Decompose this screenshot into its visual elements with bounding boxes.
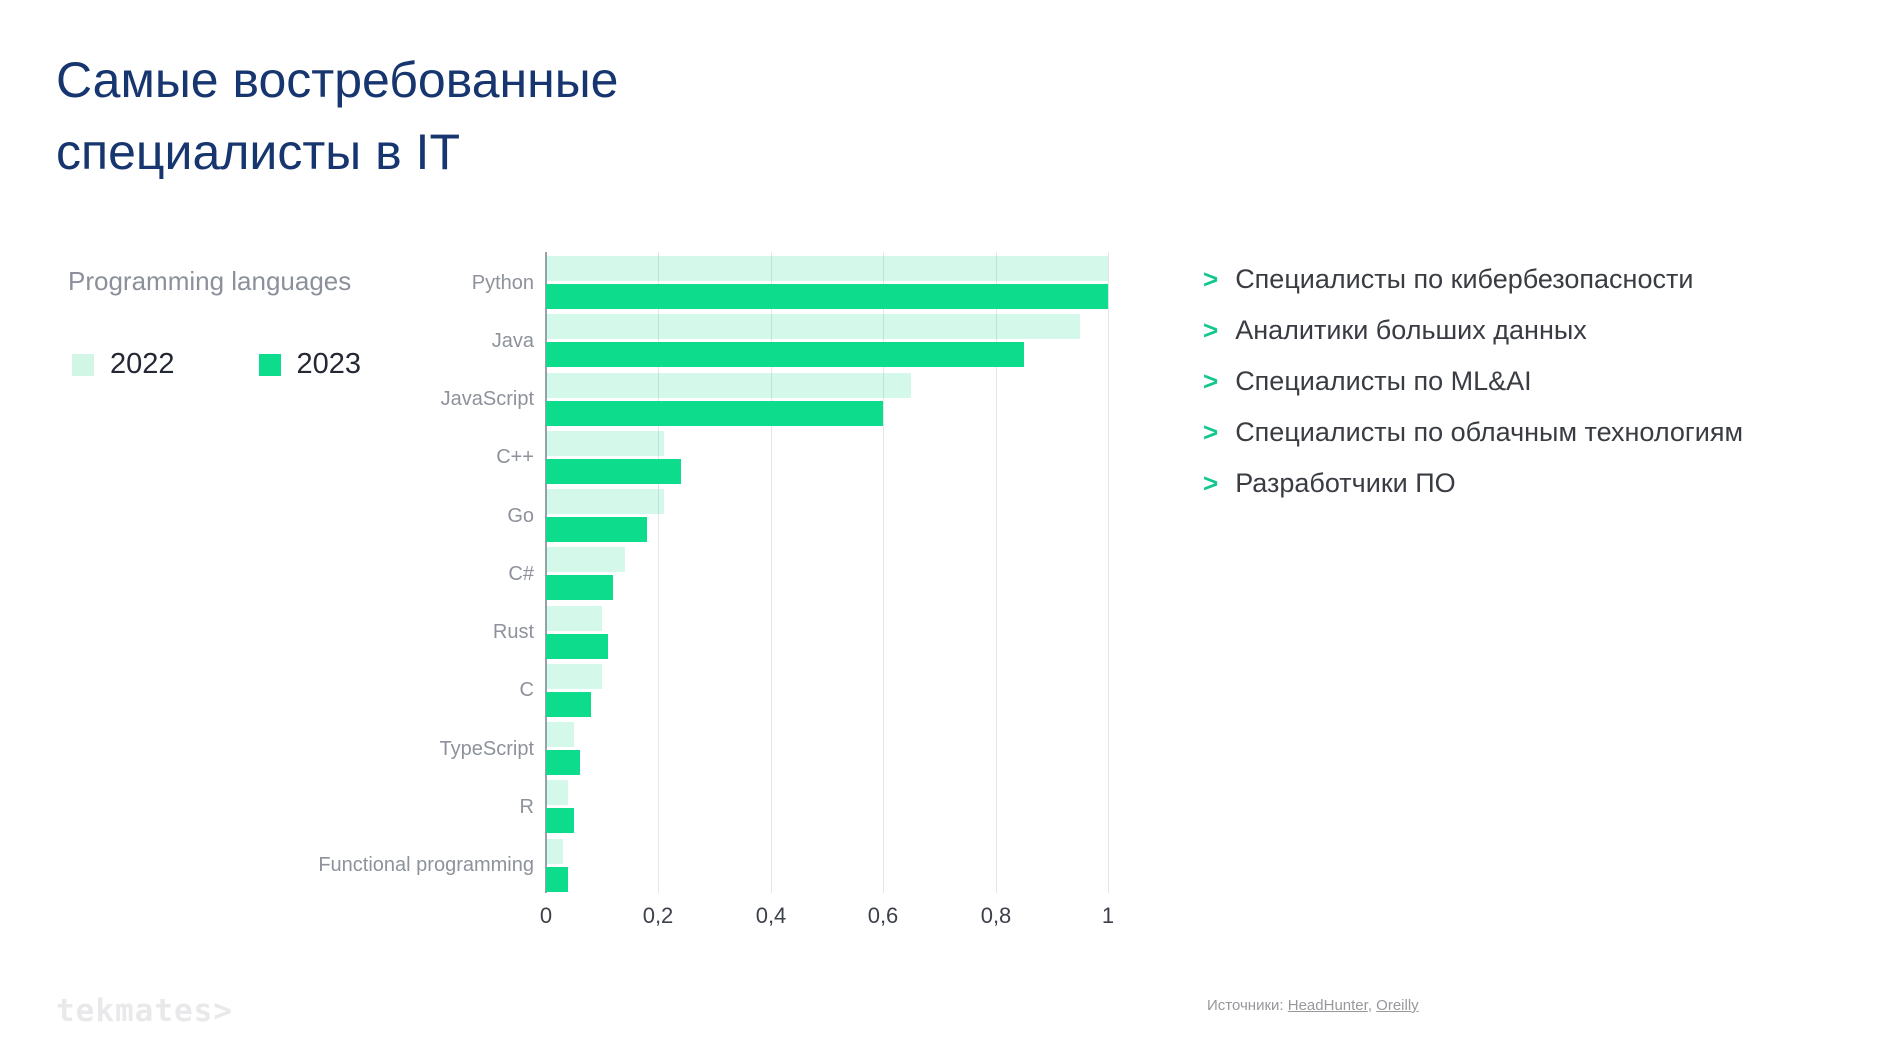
gridline-1 (1108, 252, 1109, 893)
category-label: Python (471, 272, 534, 294)
category-label: Java (491, 330, 534, 352)
source-link-headhunter[interactable]: HeadHunter (1287, 997, 1368, 1014)
bullet-text: Разработчики ПО (1235, 468, 1456, 498)
x-tick-label-0,2: 0,2 (642, 903, 674, 928)
bar-2022-r (546, 780, 568, 805)
bar-2023-c- (546, 575, 613, 600)
x-tick-label-0,6: 0,6 (867, 903, 899, 928)
gridline-0,2 (658, 252, 659, 893)
gridline-0,4 (771, 252, 772, 893)
bullet-chevron-icon: > (1203, 315, 1219, 345)
bullet-item-4: > Специалисты по облачным технологиям (1203, 417, 1743, 448)
category-label: C (519, 679, 534, 701)
bullet-chevron-icon: > (1203, 417, 1219, 447)
category-label: Go (507, 505, 534, 527)
tekmates-logo: tekmates> (56, 993, 233, 1029)
bar-2023-rust (546, 634, 608, 659)
bullet-text: Аналитики больших данных (1235, 315, 1587, 345)
bar-2022-c- (546, 547, 625, 572)
bullet-chevron-icon: > (1203, 264, 1219, 294)
category-label: Rust (492, 621, 534, 643)
bar-2023-r (546, 808, 574, 833)
bullet-text: Специалисты по кибербезопасности (1235, 264, 1694, 294)
chart-legend-title: Programming languages (68, 266, 352, 296)
legend-label-2023: 2023 (296, 348, 362, 380)
legend-label-2022: 2022 (110, 348, 175, 380)
legend-swatch-2023 (258, 353, 281, 376)
bar-2023-c- (546, 459, 681, 484)
sources-label: Источники: (1207, 997, 1288, 1014)
gridline-0,8 (996, 252, 997, 893)
bar-2023-go (546, 517, 647, 542)
legend-swatch-2022 (72, 353, 94, 376)
bar-2023-typescript (546, 750, 580, 775)
bullet-text: Специалисты по ML&AI (1235, 366, 1532, 396)
gridline-0,6 (883, 252, 884, 893)
x-tick-label-0,4: 0,4 (755, 903, 787, 928)
bullet-item-3: > Специалисты по ML&AI (1203, 366, 1743, 397)
bar-2022-functional-programming (546, 839, 563, 864)
bullet-chevron-icon: > (1203, 366, 1219, 396)
bullet-item-2: > Аналитики больших данных (1203, 315, 1743, 346)
bar-2022-c- (546, 431, 664, 456)
bullet-chevron-icon: > (1203, 468, 1219, 498)
category-label: C# (508, 563, 534, 585)
legend-item-2022: 2022 (72, 348, 175, 381)
bar-2022-python (546, 256, 1108, 281)
category-label: TypeScript (439, 738, 534, 760)
category-label: C++ (496, 446, 534, 468)
bar-2023-functional-programming (546, 867, 568, 892)
legend-item-2023: 2023 (258, 348, 362, 381)
bullet-item-1: > Специалисты по кибербезопасности (1203, 264, 1743, 295)
y-axis-line (545, 252, 547, 893)
chart-legend: 2022 2023 (72, 348, 445, 381)
sources-line: Источники: HeadHunter, Oreilly (1207, 997, 1419, 1014)
bar-2022-java (546, 314, 1080, 339)
page-title: Самые востребованные специалисты в IT (56, 52, 619, 180)
bar-2022-rust (546, 606, 602, 631)
x-tick-label-0,8: 0,8 (980, 903, 1012, 928)
bar-2023-c (546, 692, 591, 717)
bar-2023-python (546, 284, 1108, 309)
sources-separator: , (1367, 997, 1377, 1014)
bar-2022-c (546, 664, 602, 689)
bullet-text: Специалисты по облачным технологиям (1235, 417, 1744, 447)
bullet-item-5: > Разработчики ПО (1203, 468, 1743, 499)
x-tick-label-0: 0 (539, 903, 553, 928)
bar-2023-java (546, 342, 1024, 367)
source-link-oreilly[interactable]: Oreilly (1376, 997, 1419, 1014)
bar-2022-javascript (546, 373, 911, 398)
category-label: R (519, 796, 534, 818)
x-tick-label-1: 1 (1101, 903, 1115, 928)
specialists-bullet-list: > Специалисты по кибербезопасности > Аналит… (1203, 264, 1743, 519)
bar-2023-javascript (546, 401, 883, 426)
category-label: Functional programming (318, 854, 534, 876)
bar-2022-typescript (546, 722, 574, 747)
category-label: JavaScript (440, 388, 534, 410)
bar-2022-go (546, 489, 664, 514)
